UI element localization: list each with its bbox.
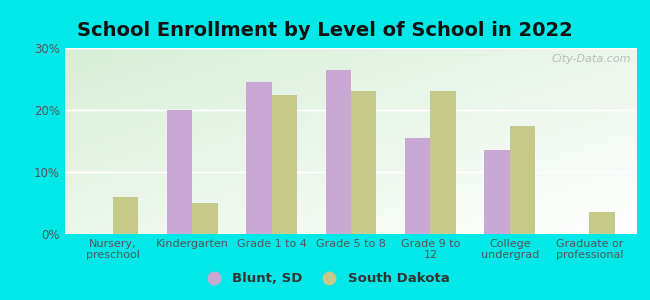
Bar [326, 70, 351, 234]
Bar [510, 125, 536, 234]
Legend: Blunt, SD, South Dakota: Blunt, SD, South Dakota [196, 267, 454, 290]
Bar [272, 94, 297, 234]
Bar [430, 92, 456, 234]
Bar [484, 150, 510, 234]
Bar [246, 82, 272, 234]
Bar [405, 138, 430, 234]
Text: School Enrollment by Level of School in 2022: School Enrollment by Level of School in … [77, 21, 573, 40]
Bar [166, 110, 192, 234]
Bar [351, 92, 376, 234]
Bar [112, 197, 138, 234]
Bar [192, 203, 218, 234]
Text: City-Data.com: City-Data.com [552, 54, 631, 64]
Bar [590, 212, 615, 234]
